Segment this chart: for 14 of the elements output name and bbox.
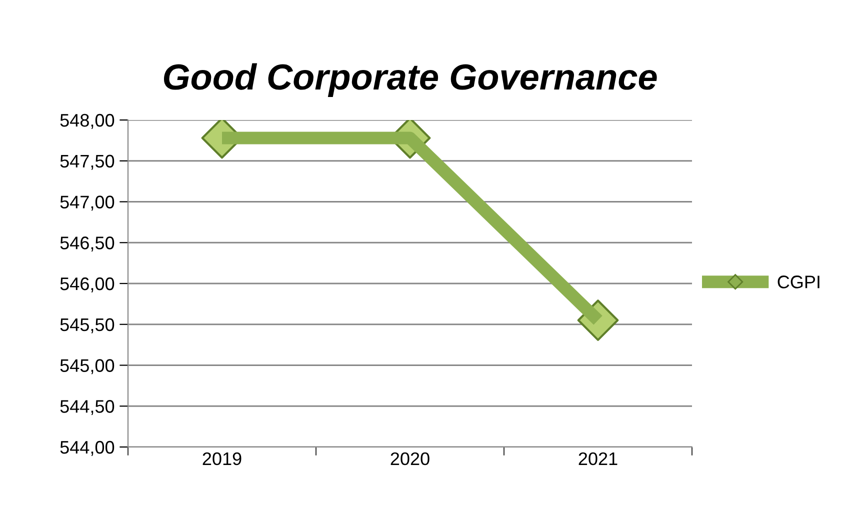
y-tick-label: 547,00	[60, 196, 114, 211]
y-tick-label: 548,00	[60, 114, 114, 129]
y-tick-label: 544,00	[60, 440, 114, 456]
chart-title: Good Corporate Governance	[164, 63, 657, 97]
x-tick-label: 2020	[390, 452, 430, 466]
y-tick-label: 545,50	[60, 318, 114, 334]
y-tick-label: 546,00	[60, 277, 114, 292]
y-tick-label: 544,50	[60, 400, 114, 415]
legend-label: CGPI	[778, 276, 820, 288]
y-tick-label: 547,50	[60, 154, 114, 170]
y-tick-label: 546,50	[60, 236, 114, 252]
x-tick-label: 2019	[202, 452, 242, 466]
y-tick-label: 545,00	[60, 359, 114, 374]
x-tick-label: 2021	[578, 452, 618, 466]
